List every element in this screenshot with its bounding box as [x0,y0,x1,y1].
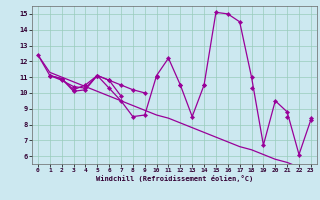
X-axis label: Windchill (Refroidissement éolien,°C): Windchill (Refroidissement éolien,°C) [96,175,253,182]
